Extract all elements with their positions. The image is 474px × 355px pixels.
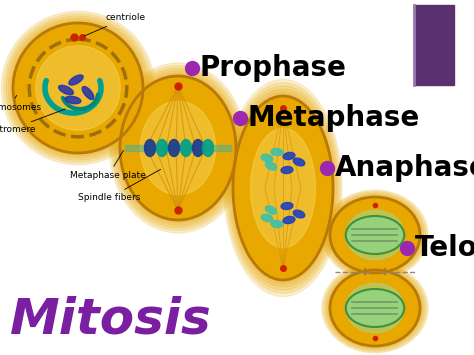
Ellipse shape: [293, 210, 305, 218]
Text: Anaphase: Anaphase: [335, 154, 474, 182]
Ellipse shape: [265, 206, 277, 214]
Ellipse shape: [346, 283, 404, 333]
Ellipse shape: [323, 264, 427, 351]
Ellipse shape: [116, 71, 240, 225]
Ellipse shape: [229, 89, 337, 287]
Ellipse shape: [1, 11, 155, 165]
Text: centromere: centromere: [0, 109, 65, 135]
Ellipse shape: [346, 210, 404, 260]
Ellipse shape: [82, 87, 94, 99]
Ellipse shape: [145, 140, 155, 157]
Text: Spindle fibers: Spindle fibers: [78, 169, 161, 202]
Ellipse shape: [109, 63, 246, 233]
Ellipse shape: [325, 193, 425, 277]
Ellipse shape: [4, 13, 153, 163]
Ellipse shape: [114, 68, 242, 228]
Ellipse shape: [283, 217, 295, 224]
Ellipse shape: [328, 196, 422, 274]
Ellipse shape: [118, 73, 238, 223]
Ellipse shape: [283, 152, 295, 160]
Ellipse shape: [36, 46, 120, 130]
Ellipse shape: [120, 76, 236, 220]
Ellipse shape: [330, 197, 420, 273]
Ellipse shape: [224, 80, 342, 296]
Ellipse shape: [111, 66, 245, 230]
Ellipse shape: [140, 101, 216, 195]
Ellipse shape: [6, 16, 150, 160]
Ellipse shape: [65, 96, 81, 104]
Text: Mitosis: Mitosis: [10, 296, 212, 344]
Ellipse shape: [10, 20, 146, 155]
Ellipse shape: [325, 266, 425, 350]
Text: Prophase: Prophase: [200, 54, 347, 82]
Ellipse shape: [226, 83, 340, 293]
Ellipse shape: [271, 220, 283, 228]
Ellipse shape: [233, 96, 333, 280]
Text: Telophase: Telophase: [415, 234, 474, 262]
Ellipse shape: [281, 202, 293, 209]
Ellipse shape: [168, 140, 180, 157]
Ellipse shape: [231, 92, 335, 284]
Bar: [365, 269, 385, 274]
Ellipse shape: [346, 289, 404, 327]
Ellipse shape: [271, 148, 283, 155]
Ellipse shape: [323, 191, 427, 279]
Text: Metaphase: Metaphase: [248, 104, 420, 132]
Ellipse shape: [228, 86, 338, 290]
Ellipse shape: [202, 140, 213, 157]
Ellipse shape: [8, 18, 148, 158]
Ellipse shape: [265, 162, 277, 170]
Ellipse shape: [13, 23, 143, 153]
Ellipse shape: [261, 154, 273, 162]
Ellipse shape: [293, 158, 305, 166]
Ellipse shape: [281, 166, 293, 174]
Ellipse shape: [69, 75, 83, 85]
Ellipse shape: [322, 263, 428, 353]
Ellipse shape: [250, 128, 316, 248]
Ellipse shape: [322, 190, 428, 280]
Ellipse shape: [327, 267, 423, 349]
Text: chromosomes: chromosomes: [0, 95, 41, 113]
Ellipse shape: [327, 194, 423, 276]
Ellipse shape: [156, 140, 167, 157]
Ellipse shape: [346, 216, 404, 254]
Bar: [414, 5, 454, 85]
Ellipse shape: [59, 85, 73, 95]
Text: centriole: centriole: [84, 13, 146, 36]
Ellipse shape: [181, 140, 191, 157]
Ellipse shape: [328, 268, 422, 348]
Ellipse shape: [192, 140, 203, 157]
Ellipse shape: [261, 214, 273, 222]
Text: Metaphase plate: Metaphase plate: [70, 151, 146, 180]
Ellipse shape: [330, 270, 420, 346]
